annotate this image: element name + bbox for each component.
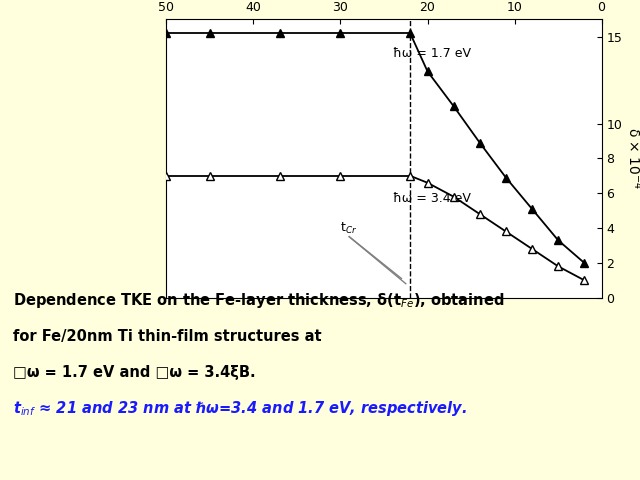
Text: □ω = 1.7 eV and □ω = 3.4ξB.: □ω = 1.7 eV and □ω = 3.4ξB. [13, 365, 255, 380]
Text: t$_{inf}$ ≈ 21 and 23 nm at ℏω=3.4 and 1.7 eV, respectively.: t$_{inf}$ ≈ 21 and 23 nm at ℏω=3.4 and 1… [13, 399, 467, 418]
Text: for Fe/20nm Ti thin-film structures at: for Fe/20nm Ti thin-film structures at [13, 329, 321, 344]
Y-axis label: δ × 10$^{-4}$: δ × 10$^{-4}$ [625, 127, 640, 190]
Text: t$_{Cr}$: t$_{Cr}$ [340, 220, 358, 236]
Text: ħω = 3.4 eV: ħω = 3.4 eV [393, 192, 470, 205]
Text: Dependence TKE on the Fe-layer thickness, δ(t$_{Fe}$), obtained: Dependence TKE on the Fe-layer thickness… [13, 291, 504, 310]
Text: ħω = 1.7 eV: ħω = 1.7 eV [393, 48, 470, 60]
